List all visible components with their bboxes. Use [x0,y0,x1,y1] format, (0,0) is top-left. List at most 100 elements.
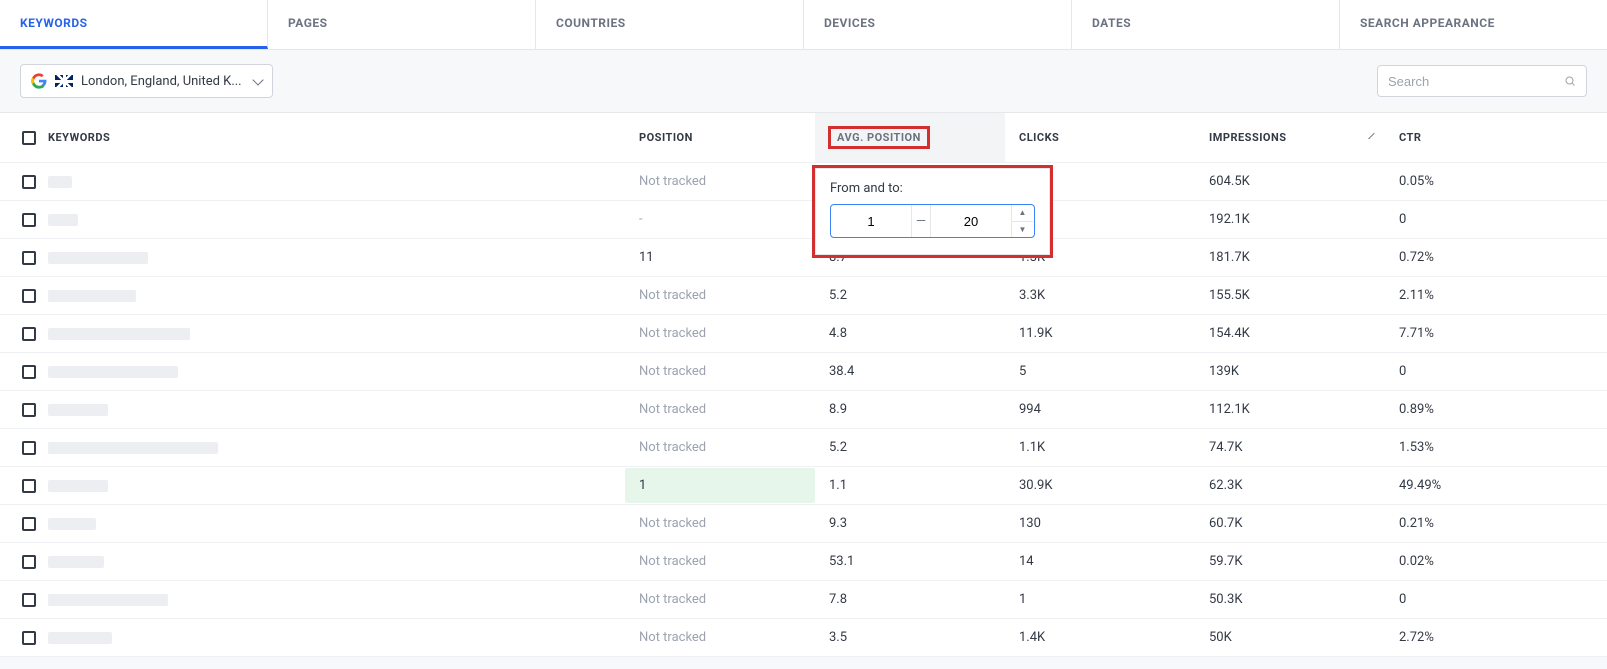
cell-avg-position: 53.1 [815,544,1005,579]
cell-clicks: 994 [1005,392,1195,427]
row-checkbox[interactable] [22,251,36,265]
cell-avg-position: 7.8 [815,582,1005,617]
row-checkbox[interactable] [22,403,36,417]
tab-search-appearance[interactable]: SEARCH APPEARANCE [1340,0,1607,49]
cell-ctr: 1.53% [1385,430,1607,465]
keyword-text [48,252,148,264]
col-avg-position[interactable]: AVG. POSITION [815,113,1005,162]
filter-label: From and to: [830,181,1035,196]
row-checkbox[interactable] [22,593,36,607]
table-row[interactable]: 118.71.3K181.7K0.72% [0,239,1607,277]
table-row[interactable]: Not tracked38.45139K0 [0,353,1607,391]
range-to-input[interactable] [931,208,1011,235]
google-icon [31,73,47,89]
stepper-down-icon[interactable]: ▼ [1012,222,1033,238]
cell-avg-position: 3.5 [815,620,1005,655]
stepper-up-icon[interactable]: ▲ [1012,205,1033,222]
search-input[interactable] [1388,74,1564,89]
row-checkbox[interactable] [22,289,36,303]
keyword-text [48,556,104,568]
cell-avg-position: 38.4 [815,354,1005,389]
cell-keyword [0,317,625,351]
cell-position: Not tracked [625,354,815,389]
search-icon [1564,73,1576,89]
tab-countries[interactable]: COUNTRIES [536,0,804,49]
cell-ctr: 0.72% [1385,240,1607,275]
table-row[interactable]: Not tracked8.9994112.1K0.89% [0,391,1607,429]
cell-clicks: 30.9K [1005,468,1195,503]
cell-ctr: 0.05% [1385,164,1607,199]
cell-ctr: 0 [1385,354,1607,389]
keyword-text [48,594,168,606]
search-box[interactable] [1377,65,1587,97]
table-row[interactable]: Not tracked604.5K0.05% [0,163,1607,201]
cell-clicks: 11.9K [1005,316,1195,351]
row-checkbox[interactable] [22,365,36,379]
col-clicks[interactable]: CLICKS [1005,121,1195,154]
col-impressions-label: IMPRESSIONS [1209,131,1287,144]
avg-position-filter-popover: From and to: — ▲ ▼ [815,168,1050,255]
cell-impressions: 50K [1195,620,1385,655]
range-from-input[interactable] [831,208,911,235]
cell-impressions: 62.3K [1195,468,1385,503]
table-row[interactable]: Not tracked7.8150.3K0 [0,581,1607,619]
tab-keywords[interactable]: KEYWORDS [0,0,268,49]
col-keywords[interactable]: KEYWORDS [0,121,625,155]
table-row[interactable]: 11.130.9K62.3K49.49% [0,467,1607,505]
tab-dates[interactable]: DATES [1072,0,1340,49]
sort-desc-icon [1368,133,1374,139]
cell-position: Not tracked [625,430,815,465]
tab-pages[interactable]: PAGES [268,0,536,49]
range-input-group: — ▲ ▼ [830,204,1035,238]
table-row[interactable]: Not tracked3.51.4K50K2.72% [0,619,1607,657]
keyword-text [48,480,108,492]
cell-position: 1 [625,468,815,503]
cell-keyword [0,431,625,465]
cell-position: Not tracked [625,316,815,351]
range-stepper[interactable]: ▲ ▼ [1011,205,1033,237]
cell-position: Not tracked [625,582,815,617]
table-row[interactable]: Not tracked4.811.9K154.4K7.71% [0,315,1607,353]
location-select[interactable]: London, England, United K... [20,64,273,98]
cell-keyword [0,241,625,275]
row-checkbox[interactable] [22,631,36,645]
cell-position: Not tracked [625,544,815,579]
row-checkbox[interactable] [22,327,36,341]
table-row[interactable]: Not tracked5.21.1K74.7K1.53% [0,429,1607,467]
row-checkbox[interactable] [22,517,36,531]
row-checkbox[interactable] [22,555,36,569]
table-row[interactable]: -192.1K0 [0,201,1607,239]
table-row[interactable]: Not tracked53.11459.7K0.02% [0,543,1607,581]
cell-impressions: 74.7K [1195,430,1385,465]
cell-clicks: 1.4K [1005,620,1195,655]
col-position[interactable]: POSITION [625,121,815,154]
select-all-checkbox[interactable] [22,131,36,145]
row-checkbox[interactable] [22,479,36,493]
cell-keyword [0,393,625,427]
col-ctr[interactable]: CTR [1385,121,1607,154]
cell-avg-position: 1.1 [815,468,1005,503]
cell-clicks: 14 [1005,544,1195,579]
col-avg-position-label: AVG. POSITION [829,127,929,148]
cell-impressions: 112.1K [1195,392,1385,427]
table-row[interactable]: Not tracked5.23.3K155.5K2.11% [0,277,1607,315]
tabs-bar: KEYWORDS PAGES COUNTRIES DEVICES DATES S… [0,0,1607,50]
col-keywords-label: KEYWORDS [48,131,110,144]
uk-flag-icon [55,75,73,87]
table-row[interactable]: Not tracked9.313060.7K0.21% [0,505,1607,543]
cell-keyword [0,545,625,579]
cell-position: 11 [625,240,815,275]
row-checkbox[interactable] [22,441,36,455]
cell-position: - [625,202,815,237]
keyword-text [48,328,190,340]
cell-impressions: 139K [1195,354,1385,389]
cell-ctr: 0.02% [1385,544,1607,579]
table-header: KEYWORDS POSITION AVG. POSITION CLICKS I… [0,113,1607,163]
cell-ctr: 2.11% [1385,278,1607,313]
tab-devices[interactable]: DEVICES [804,0,1072,49]
row-checkbox[interactable] [22,175,36,189]
cell-position: Not tracked [625,506,815,541]
row-checkbox[interactable] [22,213,36,227]
cell-impressions: 192.1K [1195,202,1385,237]
col-impressions[interactable]: IMPRESSIONS [1195,121,1385,154]
